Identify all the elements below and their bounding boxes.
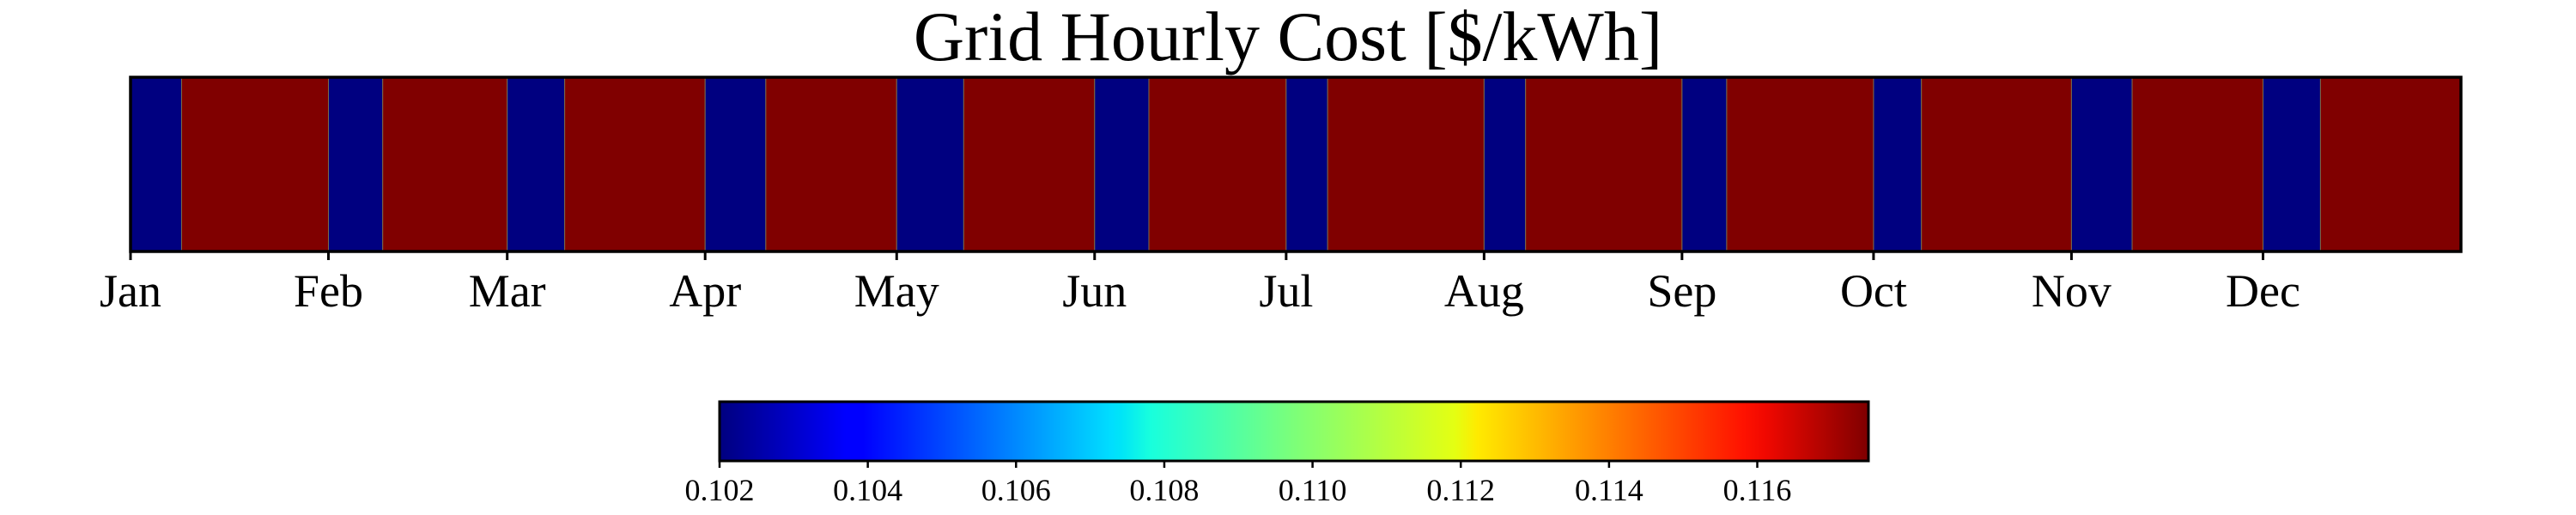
heatmap-cell — [765, 76, 897, 252]
heatmap-cell — [564, 76, 706, 252]
x-axis: Jan Feb Mar Apr May Jun Jul Aug Sep Oct Nov Dec — [100, 251, 2300, 317]
colorbar: 0.102 0.104 0.106 0.108 0.110 0.112 0.114 0.116 — [685, 400, 1870, 507]
heatmap-cell — [1873, 76, 1923, 252]
colorbar-frame — [718, 400, 1870, 463]
heatmap-cell — [1094, 76, 1150, 252]
heatmap-cell — [2262, 76, 2321, 252]
x-tick-label: Jun — [1062, 265, 1127, 317]
heatmap-cell — [180, 76, 330, 252]
x-tick-label: Apr — [669, 265, 741, 317]
heatmap-cell — [1726, 76, 1874, 252]
heatmap-cell — [382, 76, 508, 252]
colorbar-tick-label: 0.108 — [1129, 473, 1199, 507]
heatmap-cell — [1525, 76, 1683, 252]
x-tick-label: Oct — [1840, 265, 1907, 317]
x-tick-label: Mar — [469, 265, 546, 317]
heatmap-cell — [963, 76, 1096, 252]
colorbar-tick-label: 0.110 — [1279, 473, 1347, 507]
heatmap-cell — [1285, 76, 1328, 252]
colorbar-tick-label: 0.114 — [1575, 473, 1643, 507]
heatmap-cell — [2131, 76, 2263, 252]
colorbar-tick-label: 0.102 — [685, 473, 755, 507]
heatmap-cell — [1681, 76, 1728, 252]
heatmap-cells — [130, 76, 2462, 252]
heatmap-cell — [2070, 76, 2133, 252]
colorbar-gradient — [720, 402, 1868, 461]
x-tick-label: Aug — [1444, 265, 1524, 317]
colorbar-tick-label: 0.116 — [1723, 473, 1792, 507]
x-tick-label: Sep — [1647, 265, 1716, 317]
x-tick-label: Feb — [294, 265, 363, 317]
heatmap-cell — [130, 76, 182, 252]
heatmap-cell — [1327, 76, 1485, 252]
colorbar-ticks: 0.102 0.104 0.106 0.108 0.110 0.112 0.114 0.116 — [685, 461, 1792, 507]
heatmap-cell — [1483, 76, 1527, 252]
colorbar-tick-label: 0.112 — [1426, 473, 1495, 507]
x-tick-label: Jul — [1259, 265, 1313, 317]
x-tick-label: Jan — [100, 265, 161, 317]
x-tick-label: May — [854, 265, 939, 317]
heatmap-frame — [129, 76, 2463, 253]
colorbar-tick-label: 0.106 — [981, 473, 1051, 507]
x-tick-label: Dec — [2226, 265, 2300, 317]
heatmap-cell — [507, 76, 566, 252]
heatmap-cell — [896, 76, 964, 252]
x-tick-label: Nov — [2032, 265, 2111, 317]
heatmap-cell — [1148, 76, 1287, 252]
chart-title: Grid Hourly Cost [$/kWh] — [913, 0, 1663, 76]
heatmap-cell — [704, 76, 767, 252]
heatmap-cell — [1921, 76, 2072, 252]
colorbar-tick-label: 0.104 — [833, 473, 902, 507]
heatmap-cell — [2319, 76, 2462, 252]
heatmap-cell — [328, 76, 384, 252]
